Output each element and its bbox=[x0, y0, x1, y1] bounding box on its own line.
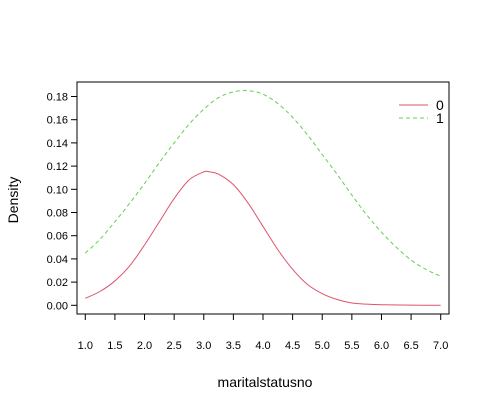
y-tick-label: 0.12 bbox=[47, 161, 68, 173]
legend-label-1: 1 bbox=[436, 110, 444, 126]
series-lines bbox=[84, 90, 441, 306]
series-line-0 bbox=[85, 170, 441, 306]
series-line-1 bbox=[84, 90, 441, 277]
plot-frame bbox=[76, 81, 450, 315]
x-axis: 1.0 1.5 2.0 2.5 3.0 3.5 4.0 4.5 5.0 5.5 6.0 6.5 7.0 bbox=[78, 314, 448, 352]
x-tick-label: 3.5 bbox=[226, 340, 241, 352]
y-tick-label: 0.06 bbox=[47, 231, 68, 243]
x-tick-label: 5.5 bbox=[344, 340, 359, 352]
x-tick-label: 1.5 bbox=[107, 340, 122, 352]
x-axis-title: maritalstatusno bbox=[218, 374, 313, 390]
x-tick-label: 2.5 bbox=[166, 340, 181, 352]
y-tick-label: 0.14 bbox=[47, 138, 68, 150]
y-tick-label: 0.00 bbox=[47, 300, 68, 312]
x-tick-label: 1.0 bbox=[78, 340, 93, 352]
x-tick-label: 2.0 bbox=[137, 340, 152, 352]
x-tick-label: 6.5 bbox=[403, 340, 418, 352]
x-tick-label: 4.0 bbox=[255, 340, 270, 352]
legend: 01 bbox=[399, 97, 444, 126]
y-axis: 0.00 0.02 0.04 0.06 0.08 0.10 0.12 0.14 0.16 0.18 bbox=[47, 92, 77, 312]
y-tick-label: 0.04 bbox=[47, 254, 68, 266]
x-tick-label: 7.0 bbox=[433, 340, 448, 352]
legend-label-0: 0 bbox=[436, 97, 444, 113]
x-tick-label: 4.5 bbox=[285, 340, 300, 352]
y-axis-title: Density bbox=[5, 177, 21, 224]
y-tick-label: 0.08 bbox=[47, 208, 68, 220]
x-tick-label: 5.0 bbox=[315, 340, 330, 352]
plot-area bbox=[76, 81, 450, 315]
y-tick-label: 0.16 bbox=[47, 115, 68, 127]
x-tick-label: 6.0 bbox=[374, 340, 389, 352]
y-tick-label: 0.10 bbox=[47, 184, 68, 196]
y-tick-label: 0.18 bbox=[47, 92, 68, 104]
y-tick-label: 0.02 bbox=[47, 277, 68, 289]
x-tick-label: 3.0 bbox=[196, 340, 211, 352]
